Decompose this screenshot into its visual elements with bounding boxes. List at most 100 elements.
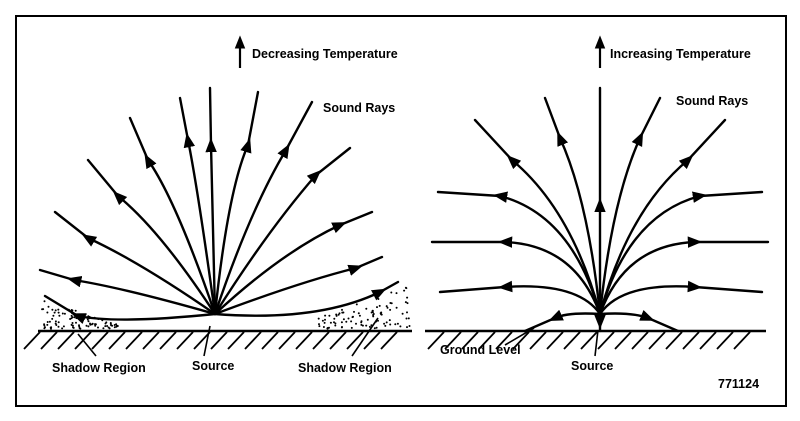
shadow-stipple-dot (52, 314, 55, 317)
shadow-stipple-dot (71, 324, 74, 327)
ray-right-l3 (436, 190, 602, 316)
shadow-stipple-dot (48, 320, 51, 323)
right-sound-rays (430, 86, 770, 333)
ground-hatch-mark (380, 331, 398, 350)
ground-hatch-mark (733, 331, 751, 350)
ray-right-r5 (598, 280, 764, 316)
shadow-stipple-dot (85, 324, 88, 327)
ground-hatch-mark (461, 331, 479, 350)
ray-right-r2 (598, 118, 727, 316)
ray-left-l2 (128, 116, 217, 316)
shadow-stipple-dot (54, 309, 57, 312)
shadow-stipple-dot (54, 322, 57, 325)
shadow-stipple-dot (324, 314, 327, 317)
shadow-stipple-dot (329, 321, 332, 324)
shadow-stipple-dot (104, 325, 107, 328)
shadow-stipple-dot (78, 325, 81, 328)
shadow-stipple-dot (376, 306, 378, 309)
shadow-stipple-dot (318, 323, 320, 326)
ground-hatch-mark (125, 331, 143, 350)
ground-hatching-right (427, 331, 751, 350)
shadow-stipple-dot (73, 316, 76, 319)
shadow-stipple-dot (340, 326, 343, 329)
shadow-stipple-dot (333, 321, 335, 324)
ground-hatch-mark (40, 331, 58, 350)
shadow-stipple-dot (62, 325, 65, 328)
ground-hatch-mark (512, 331, 530, 350)
ray-left-vertical (205, 86, 217, 316)
shadow-stipple-dot (385, 321, 388, 324)
shadow-pointer-left (77, 333, 97, 357)
shadow-stipple-dot (324, 318, 326, 321)
shadow-stipple-dot (326, 327, 329, 330)
ground-hatch-mark (295, 331, 313, 350)
shadow-stipple-dot (107, 326, 110, 329)
shadow-stipple-dot (110, 324, 113, 327)
shadow-stipple-dot (61, 327, 64, 330)
left-sound-rays-label: Sound Rays (323, 101, 395, 115)
shadow-stipple-dot (406, 326, 408, 329)
shadow-stipple-dot (378, 304, 381, 307)
shadow-stipple-dot (328, 326, 330, 329)
shadow-stipple-dot (372, 315, 375, 318)
ground-hatch-mark (346, 331, 364, 350)
shadow-stipple-dot (338, 312, 341, 315)
shadow-stipple-dot (342, 318, 345, 321)
ground-hatch-mark (648, 331, 666, 350)
shadow-stipple-dot (78, 327, 81, 329)
figure-frame (15, 15, 787, 407)
ray-right-r3 (598, 190, 764, 316)
shadow-stipple-dot (322, 326, 325, 328)
ground-hatch-mark (244, 331, 262, 350)
shadow-stipple-dot (340, 321, 343, 324)
shadow-stipple-dot (388, 319, 391, 322)
ray-left-r2 (213, 100, 314, 316)
source-right-label: Source (571, 359, 613, 373)
shadow-stipple-dot (334, 324, 337, 327)
shadow-stipple-dot (360, 323, 363, 326)
ground-hatch-mark (699, 331, 717, 350)
shadow-stipple-dot (46, 311, 49, 314)
shadow-region-right-label: Shadow Region (298, 361, 392, 375)
shadow-stipple-dot (113, 326, 116, 329)
shadow-stipple-dot (408, 325, 411, 327)
shadow-stipple-dot (404, 286, 407, 289)
ground-hatch-mark (363, 331, 381, 350)
shadow-stipple-dot (323, 321, 326, 324)
ray-right-r1 (598, 96, 662, 316)
ground-hatch-mark (597, 331, 615, 350)
ray-left-l6 (43, 294, 217, 324)
ground-hatch-mark (210, 331, 228, 350)
shadow-stipple-dot (371, 309, 374, 312)
shadow-stipple-dot (53, 311, 56, 314)
shadow-stipple-dot (328, 314, 331, 317)
shadow-stipple-dot (361, 324, 364, 327)
shadow-stipple-dot (350, 320, 353, 323)
shadow-stipple-dot (353, 310, 355, 313)
shadow-stipple-dot (368, 325, 371, 328)
shadow-stipple-dot (46, 321, 49, 323)
shadow-stipple-dot (89, 323, 92, 326)
shadow-stipple-dot (84, 313, 87, 316)
shadow-stipple-dot (377, 319, 379, 322)
shadow-stipple-dot (86, 318, 89, 321)
shadow-stipple-dot (75, 321, 77, 324)
shadow-stipple-dot (384, 324, 387, 327)
shadow-stipple-dot (396, 322, 399, 325)
ray-left-l1 (178, 96, 217, 316)
shadow-stipple-dot (407, 317, 410, 320)
ray-left-l4 (53, 210, 217, 316)
ground-hatch-mark (546, 331, 564, 350)
ray-right-ground-right (598, 309, 680, 333)
source-left-label: Source (192, 359, 234, 373)
shadow-stipple-dot (355, 303, 358, 306)
shadow-stipple-dot (379, 312, 382, 315)
ground-hatch-mark (329, 331, 347, 350)
shadow-stipple-dot (358, 314, 361, 317)
shadow-stipple-dot (106, 325, 109, 327)
shadow-stipple-dot (335, 314, 338, 317)
shadow-stipple-dot (51, 317, 54, 320)
shadow-stipple-dot (386, 306, 389, 309)
shadow-stipple-dot (54, 320, 57, 323)
